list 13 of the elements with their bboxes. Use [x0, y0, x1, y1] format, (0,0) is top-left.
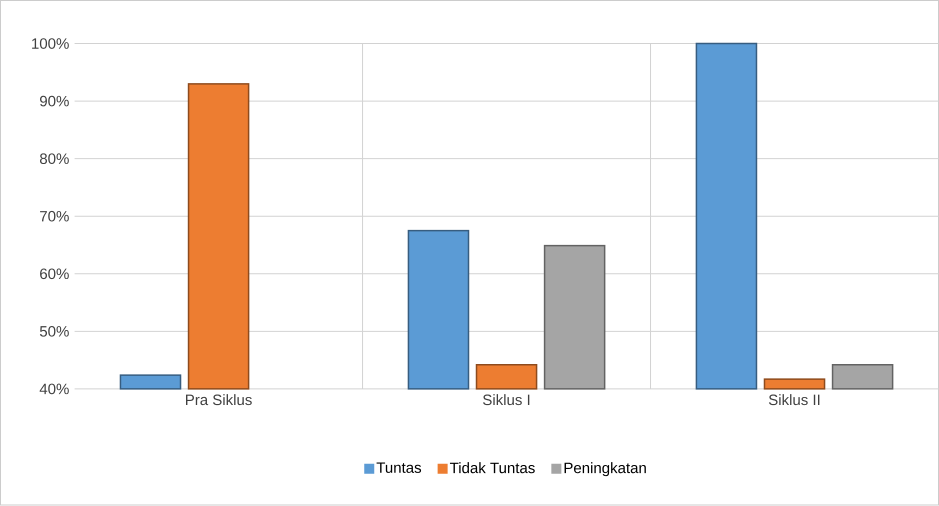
- legend-label: Tuntas: [376, 462, 422, 474]
- x-tick-label: Siklus II: [768, 394, 820, 406]
- y-tick-label: 40%: [40, 384, 69, 394]
- x-tick-label: Pra Siklus: [186, 394, 252, 406]
- y-tick-label: 80%: [40, 154, 69, 164]
- legend-label: Peningkatan: [564, 462, 646, 476]
- y-tick-label: 90%: [40, 96, 69, 107]
- x-tick-label: Siklus I: [483, 394, 530, 406]
- legend-label: Tidak Tuntas: [450, 462, 535, 474]
- y-tick-label: 70%: [40, 211, 69, 222]
- y-tick-label: 50%: [40, 326, 69, 337]
- y-tick-label: 60%: [40, 268, 69, 280]
- y-tick-label: 100%: [32, 38, 69, 50]
